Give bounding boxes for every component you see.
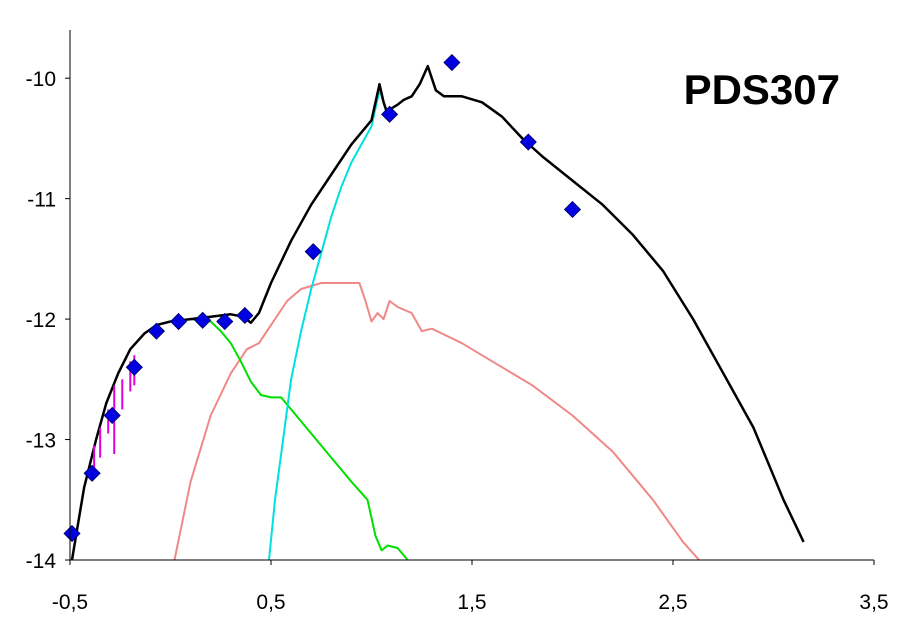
data-point <box>125 358 143 376</box>
y-tick-label: -13 <box>26 430 56 453</box>
data-point <box>194 311 212 329</box>
x-tick-label: 1,5 <box>457 591 486 614</box>
x-tick-label: 3,5 <box>859 591 888 614</box>
data-point <box>147 322 165 340</box>
chart-title: PDS307 <box>684 66 840 113</box>
error-bars <box>93 355 136 470</box>
x-tick-label: 0,5 <box>256 591 285 614</box>
series-line-3 <box>190 318 409 560</box>
data-point <box>519 133 537 151</box>
y-ticks: -10 -11 -12 -13 -14 <box>26 68 70 573</box>
y-tick-label: -11 <box>27 189 56 212</box>
series-line-0 <box>70 64 805 560</box>
data-points <box>63 53 582 543</box>
x-tick-label: 2,5 <box>658 591 687 614</box>
data-point <box>169 312 188 331</box>
data-point <box>304 243 322 261</box>
data-point <box>381 105 399 123</box>
y-tick-label: -10 <box>26 68 56 91</box>
data-point <box>443 53 461 72</box>
x-ticks: -0,5 0,5 1,5 2,5 3,5 <box>52 560 889 614</box>
y-tick-label: -12 <box>26 309 56 332</box>
data-point <box>216 312 234 331</box>
data-point <box>83 464 101 482</box>
model-curves <box>70 64 805 560</box>
y-tick-label: -14 <box>26 550 57 573</box>
data-point <box>236 306 254 325</box>
data-point <box>563 200 582 219</box>
series-line-1 <box>268 89 393 560</box>
series-line-2 <box>173 282 700 560</box>
data-point <box>103 406 121 425</box>
data-point <box>63 524 81 543</box>
x-tick-label: -0,5 <box>52 591 88 614</box>
